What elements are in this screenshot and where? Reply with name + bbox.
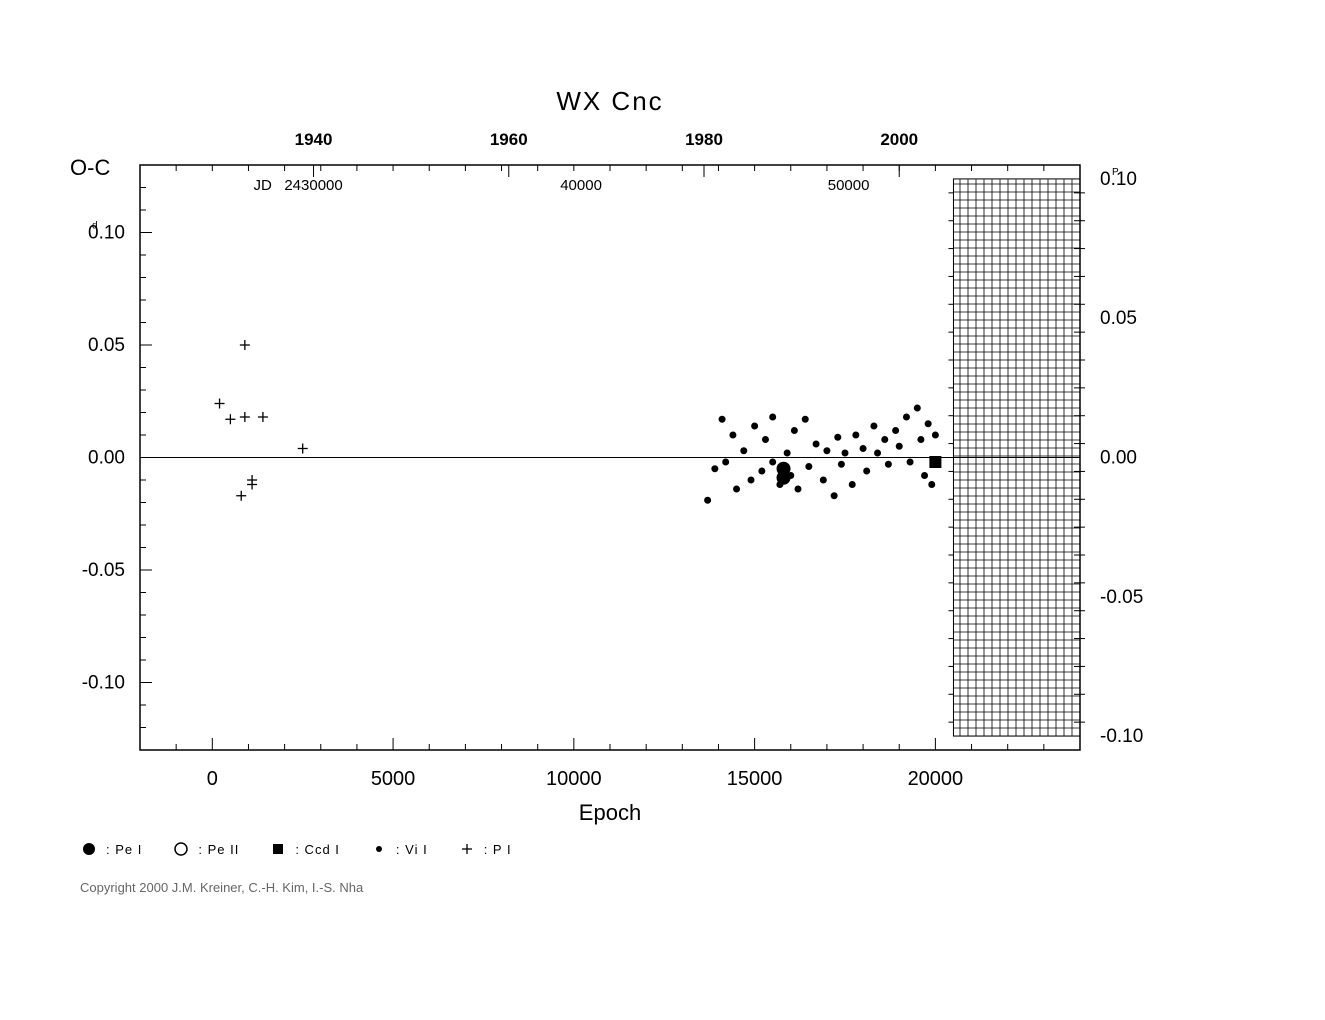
svg-text:40000: 40000 — [560, 177, 602, 194]
svg-text:1960: 1960 — [490, 130, 528, 149]
legend-item: : Pe II — [172, 840, 239, 858]
svg-text:0.05: 0.05 — [88, 335, 125, 356]
page: WX Cnc 0 5000 10000 15000 20000 Epoch 1940 1960 1… — [0, 0, 1325, 1020]
svg-text:O-C: O-C — [70, 155, 110, 180]
legend-item: : Pe I — [80, 840, 142, 858]
legend: : Pe I : Pe II : Ccd I : Vi I : P I — [80, 840, 512, 858]
oc-diagram: WX Cnc 0 5000 10000 15000 20000 Epoch 1940 1960 1… — [0, 0, 1325, 830]
svg-text:0: 0 — [207, 768, 218, 790]
svg-text:-0.05: -0.05 — [1100, 587, 1143, 608]
svg-text:WX Cnc: WX Cnc — [556, 86, 663, 116]
svg-text:1940: 1940 — [295, 130, 333, 149]
svg-text:1980: 1980 — [685, 130, 723, 149]
legend-label: : Vi I — [396, 842, 428, 857]
svg-text:50000: 50000 — [828, 177, 870, 194]
svg-text:5000: 5000 — [371, 768, 416, 790]
svg-text:JD: JD — [254, 177, 272, 194]
svg-text:d: d — [92, 221, 98, 232]
svg-text:P: P — [1112, 167, 1119, 178]
svg-text:15000: 15000 — [727, 768, 783, 790]
svg-text:Epoch: Epoch — [579, 800, 641, 825]
svg-text:2430000: 2430000 — [284, 177, 342, 194]
svg-text:10000: 10000 — [546, 768, 602, 790]
legend-label: : Pe II — [198, 842, 239, 857]
copyright-text: Copyright 2000 J.M. Kreiner, C.-H. Kim, … — [80, 880, 363, 895]
legend-label: : Pe I — [106, 842, 142, 857]
legend-item: : Vi I — [370, 840, 428, 858]
svg-text:0.00: 0.00 — [88, 448, 125, 469]
svg-text:-0.05: -0.05 — [82, 560, 125, 581]
svg-text:2000: 2000 — [880, 130, 918, 149]
svg-text:0.05: 0.05 — [1100, 308, 1137, 329]
svg-text:-0.10: -0.10 — [1100, 726, 1143, 747]
legend-item: : Ccd I — [269, 840, 340, 858]
legend-item: : P I — [458, 840, 512, 858]
svg-text:20000: 20000 — [908, 768, 964, 790]
svg-text:-0.10: -0.10 — [82, 673, 125, 694]
svg-text:0.00: 0.00 — [1100, 448, 1137, 469]
legend-label: : P I — [484, 842, 512, 857]
legend-label: : Ccd I — [295, 842, 340, 857]
